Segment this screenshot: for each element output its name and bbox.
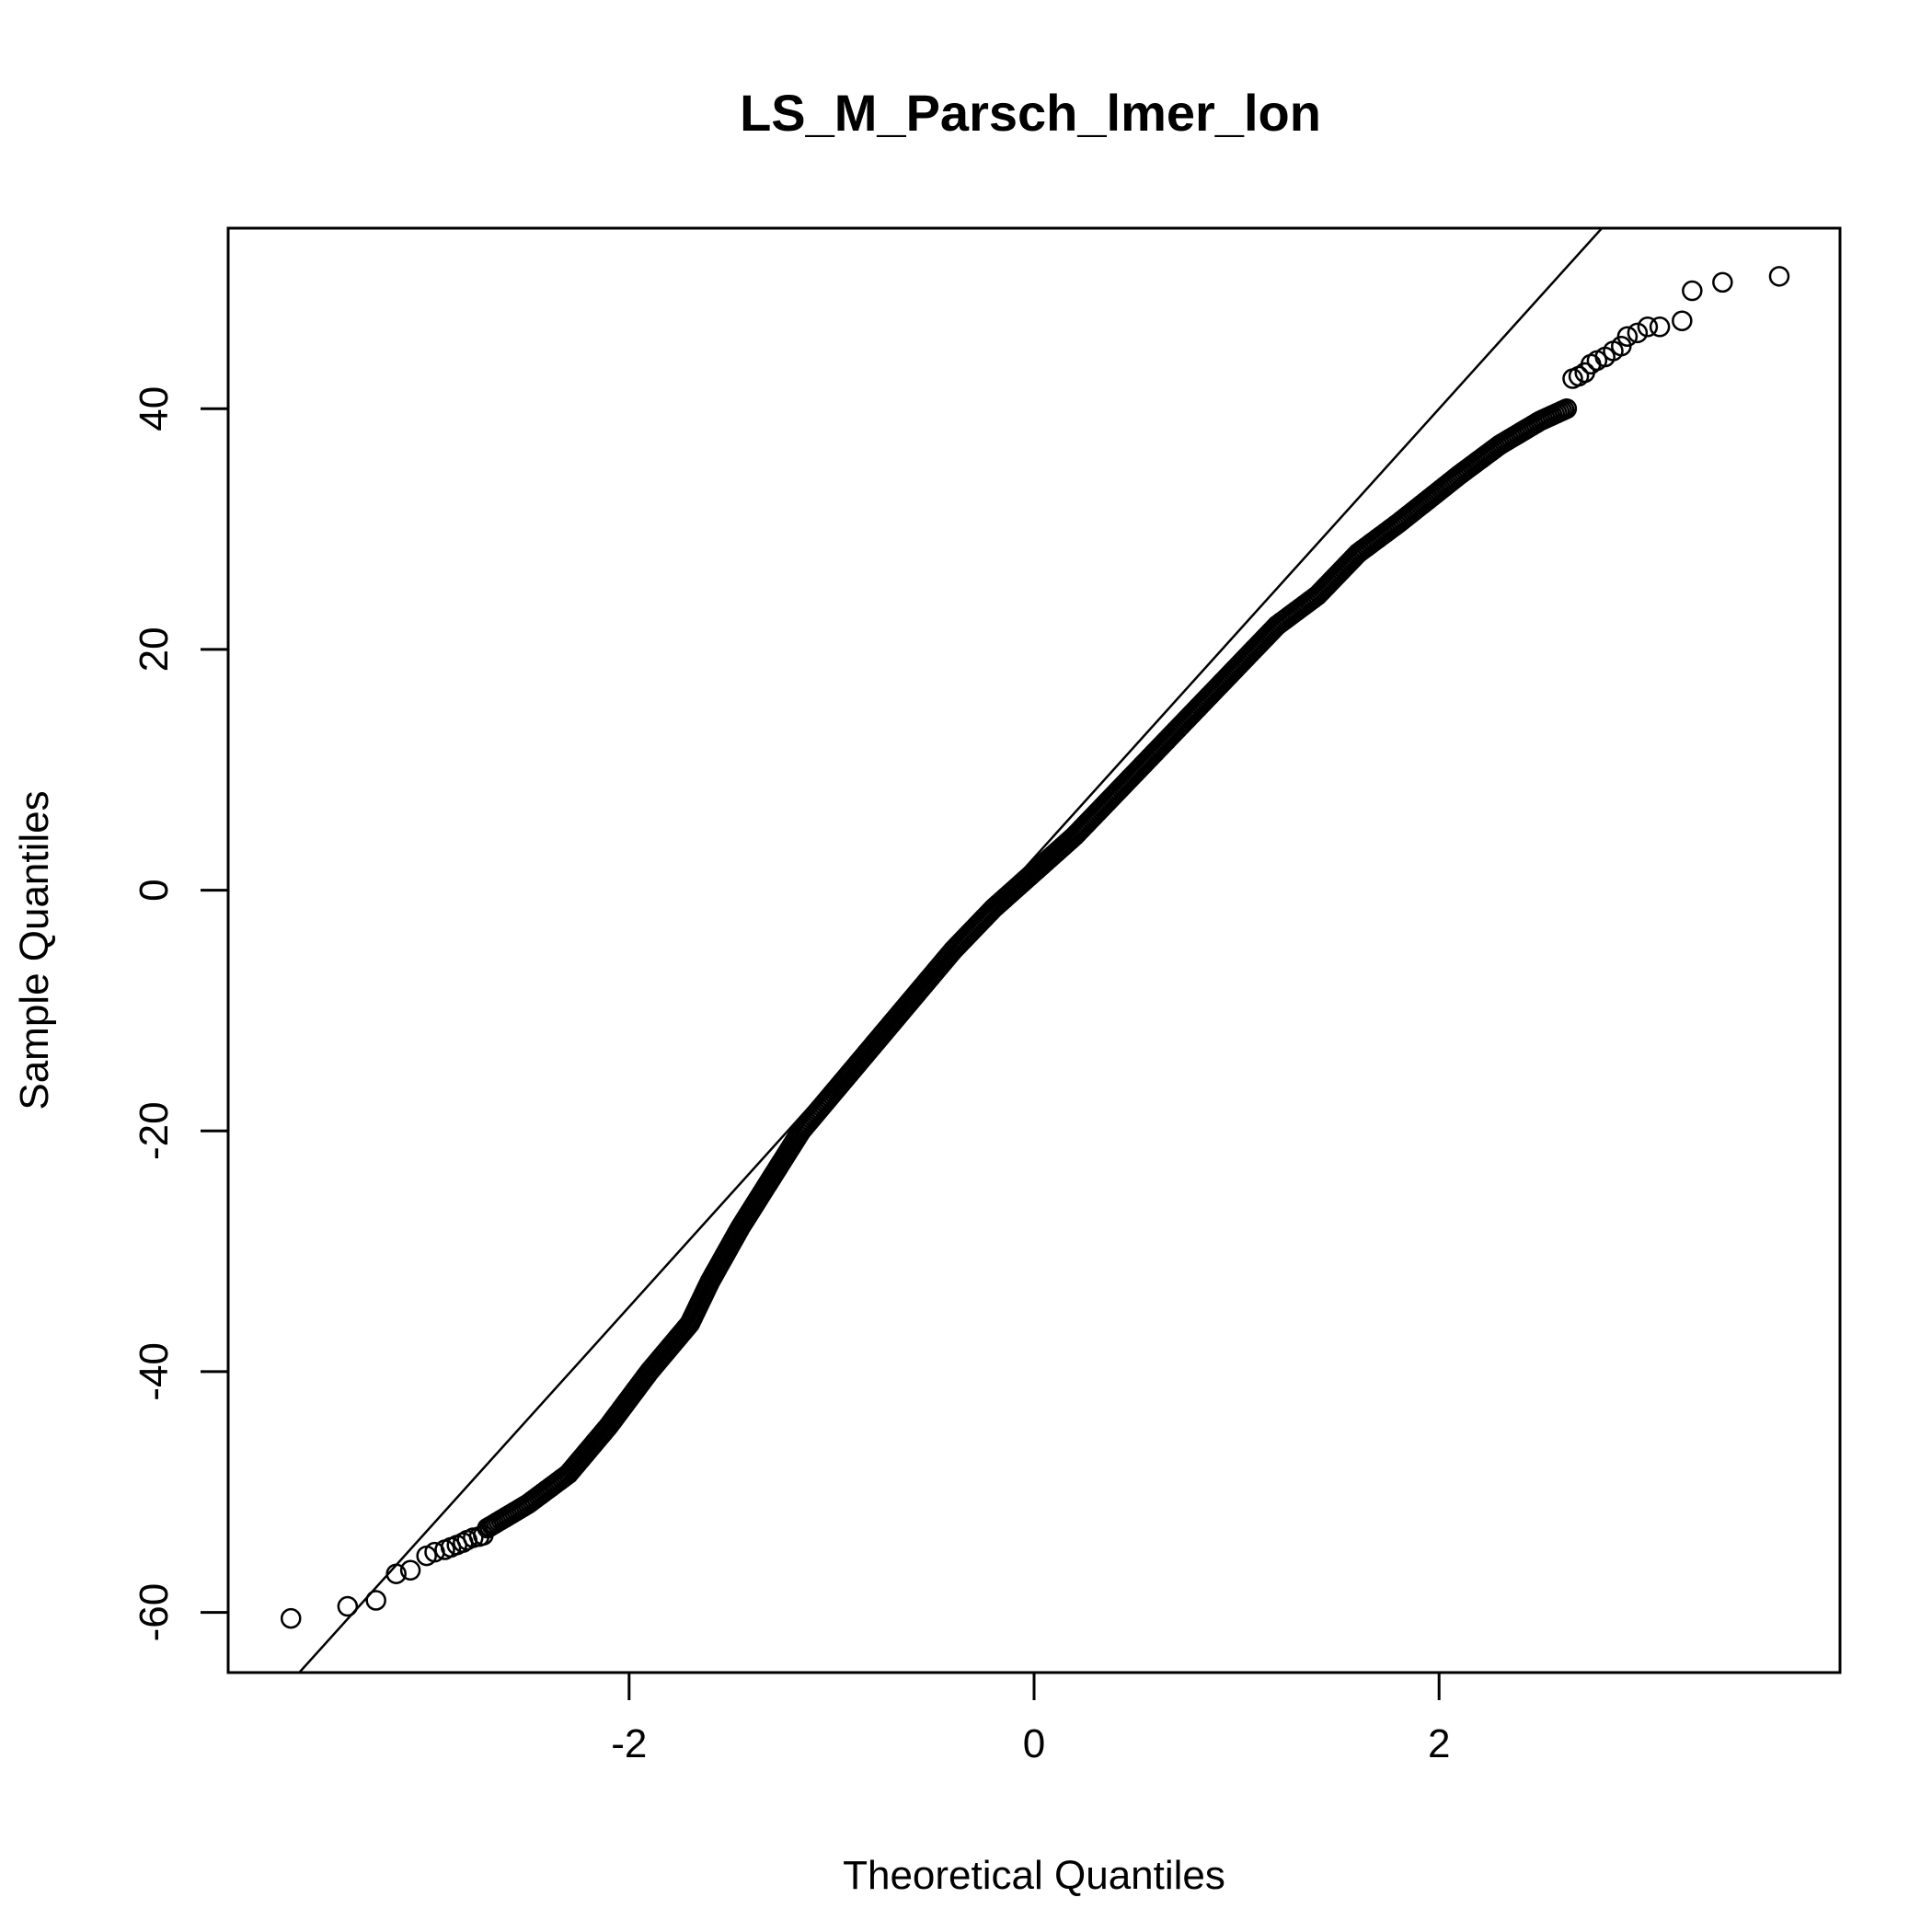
plot-frame [226,226,1842,1674]
data-point [337,1595,359,1617]
y-tick-label: -40 [132,1342,177,1401]
y-axis: -60 -40 -20 0 20 40 [132,386,230,1642]
data-point [1616,326,1639,347]
data-point [1649,316,1671,338]
y-tick-label: 20 [132,627,177,672]
data-point [385,1563,407,1584]
data-point [365,1590,386,1611]
data-point [473,1524,494,1547]
data-point [1682,280,1703,302]
x-axis-label: Theoretical Quantiles [843,1853,1225,1898]
x-tick-label: 2 [1428,1721,1450,1766]
data-point [1637,316,1659,338]
y-tick-label: -60 [132,1583,177,1642]
y-tick-label: 0 [132,879,177,901]
x-tick-label: 0 [1023,1721,1045,1766]
data-point [1768,266,1790,287]
x-axis: -2 0 2 [611,1671,1450,1766]
data-points [280,266,1790,1629]
data-point [399,1559,421,1581]
data-point [1712,271,1733,293]
y-tick-label: -20 [132,1101,177,1160]
y-axis-label: Sample Quantiles [12,790,57,1110]
y-tick-label: 40 [132,386,177,431]
qq-reference-line [297,228,1604,1673]
data-point [280,1607,302,1629]
x-tick-label: -2 [611,1721,647,1766]
data-point [1556,398,1578,420]
data-point [1672,310,1693,331]
chart-title: LS_M_Parsch_lmer_lon [740,84,1321,142]
data-point [1627,322,1649,344]
